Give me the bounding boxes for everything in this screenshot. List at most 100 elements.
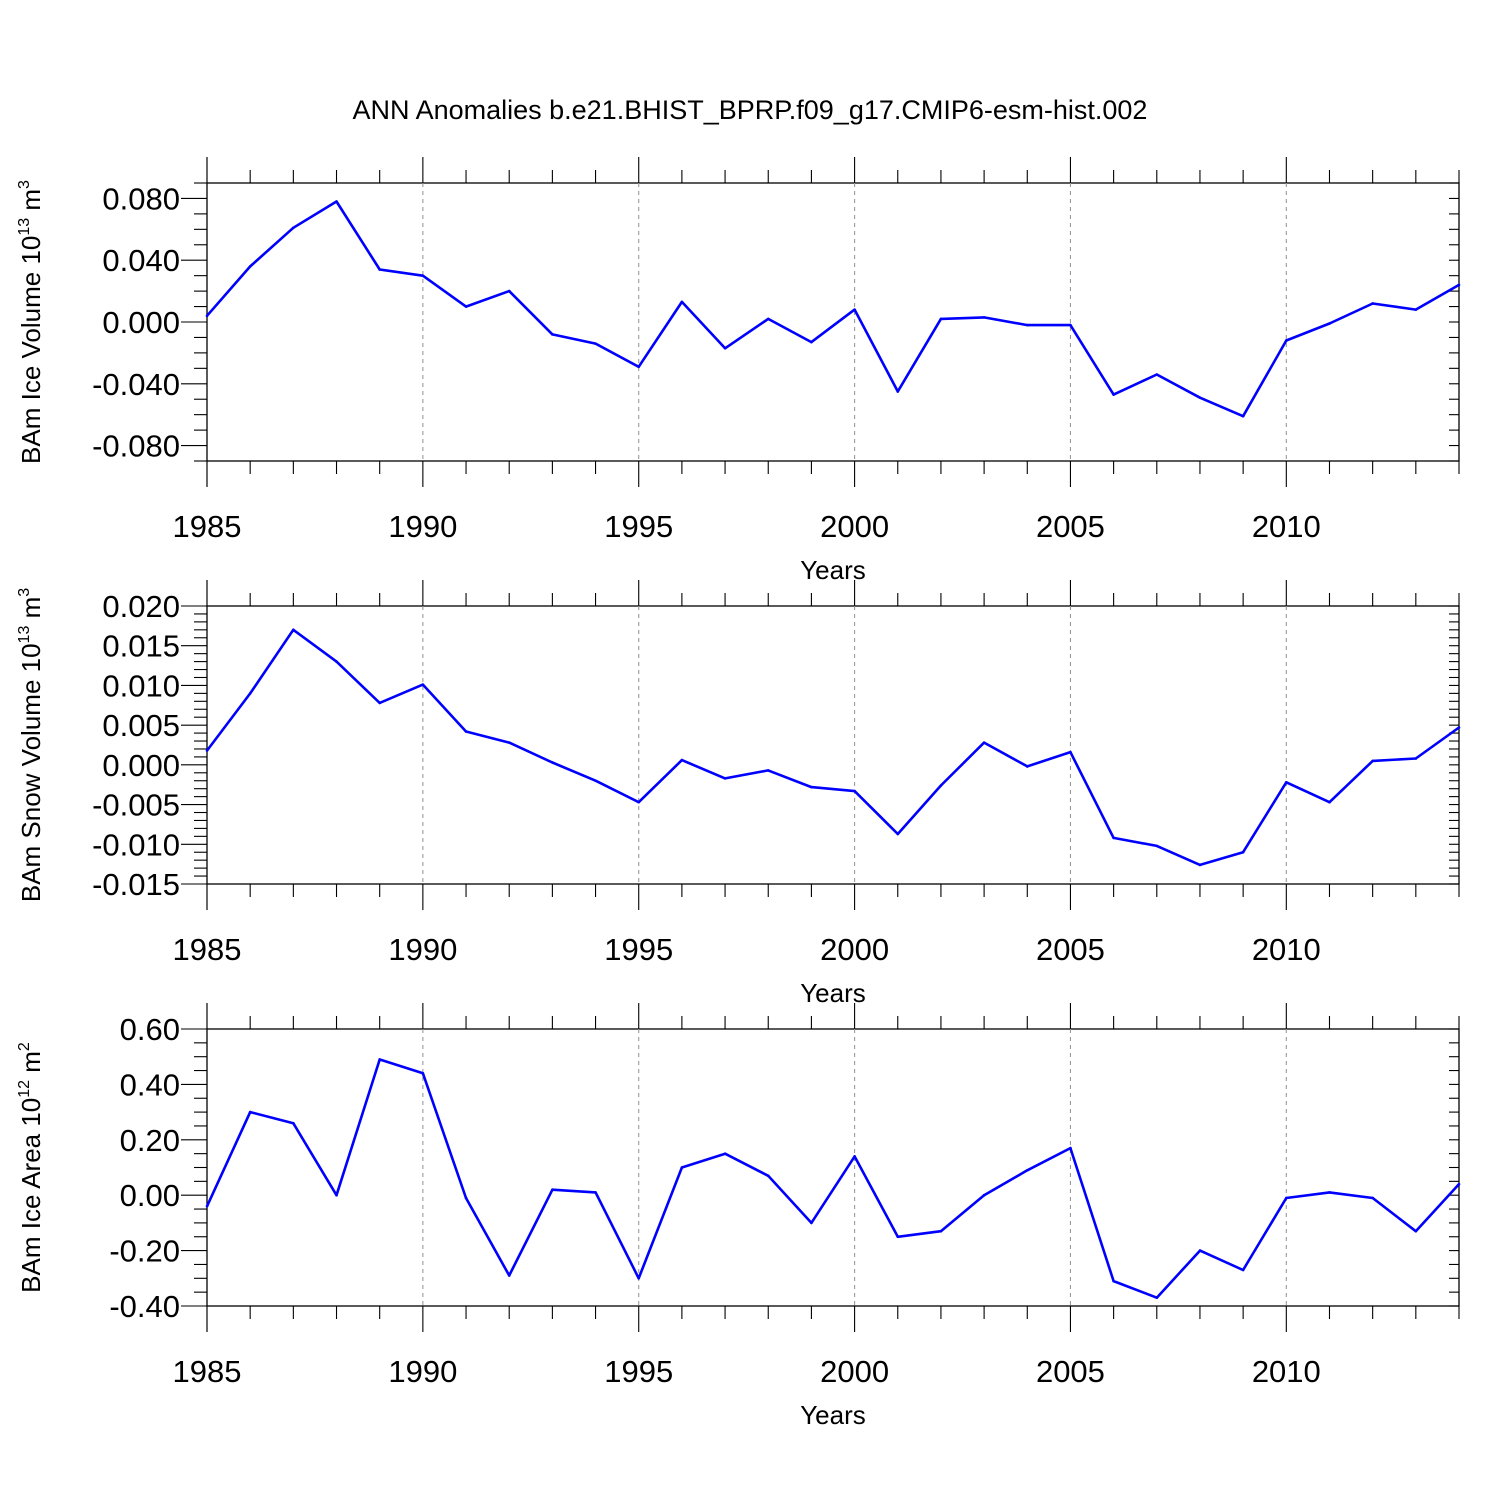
data-point [1285,1196,1288,1200]
y-axis-label: BAm Ice Volume 1013 m3 [16,180,46,464]
data-point [896,1235,900,1239]
y-axis-label: BAm Snow Volume 1013 m3 [16,588,46,902]
x-axis-label: Years [800,555,866,585]
data-point [1069,1146,1072,1150]
data-point [939,784,943,787]
data-point [766,1174,770,1178]
data-point [896,832,900,836]
y-tick-label: 0.010 [102,668,180,703]
data-point [1155,373,1159,376]
data-point [637,1277,641,1280]
data-point [421,683,425,686]
data-point [378,268,381,271]
y-tick-label: 0.015 [102,629,180,664]
data-point [1328,800,1331,804]
data-point [1025,765,1029,768]
data-point [551,761,554,764]
x-tick-label: 1985 [173,1354,242,1389]
data-point [1328,322,1331,325]
x-tick-label: 2000 [820,509,889,544]
data-point [551,333,554,336]
data-point [1025,323,1029,327]
data-point [1414,1229,1418,1233]
data-point [378,1058,381,1061]
data-point [292,1121,295,1125]
x-tick-label: 2005 [1036,932,1105,967]
data-point [853,308,856,311]
y-tick-label: -0.20 [109,1234,180,1269]
data-point [507,741,511,744]
data-point [1371,302,1374,305]
data-point [723,346,727,350]
plot-frame [206,182,1460,462]
panels: -0.080 -0.040 0.000 0.040 0.080 1985 1990 1995 2… [16,157,1461,1430]
x-tick-label: 2000 [820,1354,889,1389]
x-tick-label: 1990 [388,509,457,544]
data-point [464,730,468,733]
x-tick-label: 2010 [1252,932,1321,967]
data-point [1457,1182,1461,1186]
data-point [1155,844,1159,848]
data-point [723,1152,727,1155]
data-point [1155,1296,1159,1299]
data-point [594,779,597,783]
y-tick-label: 0.20 [120,1123,180,1158]
data-point [507,289,511,293]
y-tick-label: 0.005 [102,708,180,743]
chart-title: ANN Anomalies b.e21.BHIST_BPRP.f09_g17.C… [353,95,1148,125]
x-tick-label: 2000 [820,932,889,967]
y-tick-label: 0.000 [102,305,180,340]
data-point [464,305,468,308]
data-point [205,1204,209,1208]
x-tick-label: 1990 [388,932,457,967]
data-point [810,785,813,789]
data-point [680,300,684,304]
x-axis-label: Years [800,1400,866,1430]
data-point [1112,1279,1115,1283]
panel-ice-volume: -0.080 -0.040 0.000 0.040 0.080 1985 1990 1995 2… [16,157,1461,585]
y-tick-label: -0.010 [92,827,180,862]
data-point [378,701,381,705]
data-point [1069,323,1072,327]
data-point [292,628,295,632]
series-line-snow-volume [205,628,1460,867]
data-point [594,1191,597,1194]
data-point [637,365,641,369]
x-tick-label: 1995 [604,932,673,967]
data-point [1371,1196,1374,1200]
data-point [1371,759,1374,763]
data-point [335,200,338,203]
x-tick-label: 2010 [1252,509,1321,544]
y-tick-label: -0.40 [109,1289,180,1324]
data-point [464,1196,468,1200]
data-point [982,1193,986,1197]
data-point [335,1193,338,1197]
data-point [248,692,252,695]
data-point [292,226,295,230]
x-tick-label: 2010 [1252,1354,1321,1389]
data-point [335,660,338,663]
x-tick-label: 2005 [1036,1354,1105,1389]
x-tick-label: 1995 [604,1354,673,1389]
series-line-ice-area [205,1058,1460,1299]
y-tick-label: 0.00 [120,1178,180,1213]
data-point [248,265,252,268]
data-point [810,1221,813,1225]
y-tick-label: 0.040 [102,243,180,278]
data-point [594,342,597,345]
data-point [1198,396,1202,399]
data-point [1241,850,1245,854]
data-point [1198,1249,1202,1252]
data-point [1414,757,1418,760]
data-point [810,340,813,344]
y-tick-label: -0.005 [92,788,180,823]
data-point [1241,414,1245,418]
data-point [421,1072,425,1075]
data-point [1328,1191,1331,1194]
data-point [766,769,770,772]
x-tick-label: 2005 [1036,509,1105,544]
data-point [637,800,641,804]
plot-frame [206,605,1460,885]
data-point [507,1274,511,1277]
data-point [896,390,900,393]
